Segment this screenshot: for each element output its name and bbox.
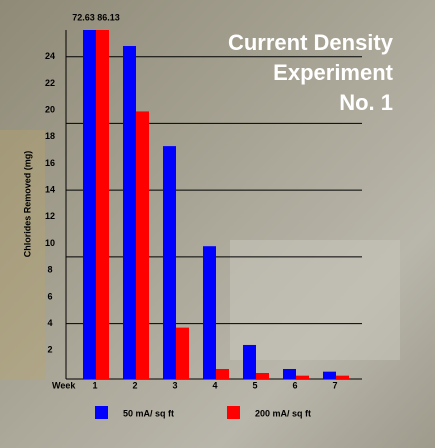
x-tick-label: 7 bbox=[332, 380, 337, 390]
y-axis-label: Chlorides Removed (mg) bbox=[22, 151, 32, 258]
x-tick-label: 3 bbox=[172, 380, 177, 390]
y-tick-label: 16 bbox=[45, 158, 55, 168]
chart-title: Current Density bbox=[228, 30, 394, 55]
y-tick-label: 22 bbox=[45, 78, 55, 88]
photo-jar bbox=[0, 130, 45, 380]
value-label: 72.63 bbox=[72, 12, 95, 22]
chart-title: No. 1 bbox=[339, 90, 393, 115]
y-tick-label: 14 bbox=[45, 185, 55, 195]
bar bbox=[296, 375, 309, 379]
bar bbox=[163, 146, 176, 379]
legend-swatch bbox=[95, 406, 108, 419]
bar bbox=[283, 368, 296, 379]
bar bbox=[336, 375, 349, 379]
chart-title: Experiment bbox=[273, 60, 393, 85]
photo-panel bbox=[230, 240, 400, 360]
x-tick-label: 5 bbox=[252, 380, 257, 390]
y-tick-label: 10 bbox=[45, 238, 55, 248]
x-tick-label: 6 bbox=[292, 380, 297, 390]
legend-label: 200 mA/ sq ft bbox=[255, 408, 311, 418]
bar bbox=[136, 111, 149, 380]
bar bbox=[203, 246, 216, 379]
bar bbox=[256, 372, 269, 379]
value-label: 86.13 bbox=[97, 12, 120, 22]
y-tick-label: 2 bbox=[47, 345, 52, 355]
y-tick-label: 12 bbox=[45, 211, 55, 221]
bar bbox=[176, 327, 189, 379]
bar bbox=[243, 344, 256, 379]
y-tick-label: 20 bbox=[45, 104, 55, 114]
bar bbox=[96, 30, 109, 379]
bar bbox=[83, 30, 96, 379]
bar bbox=[323, 371, 336, 379]
y-tick-label: 6 bbox=[47, 291, 52, 301]
legend-swatch bbox=[227, 406, 240, 419]
y-tick-label: 18 bbox=[45, 131, 55, 141]
x-tick-label: 4 bbox=[212, 380, 217, 390]
y-tick-label: 24 bbox=[45, 51, 55, 61]
y-tick-label: 4 bbox=[47, 318, 52, 328]
legend-label: 50 mA/ sq ft bbox=[123, 408, 174, 418]
x-tick-label: 1 bbox=[92, 380, 97, 390]
x-tick-label: 2 bbox=[132, 380, 137, 390]
y-tick-label: 8 bbox=[47, 265, 52, 275]
bar bbox=[123, 46, 136, 380]
bar bbox=[216, 368, 229, 379]
x-axis-label: Week bbox=[52, 380, 76, 390]
